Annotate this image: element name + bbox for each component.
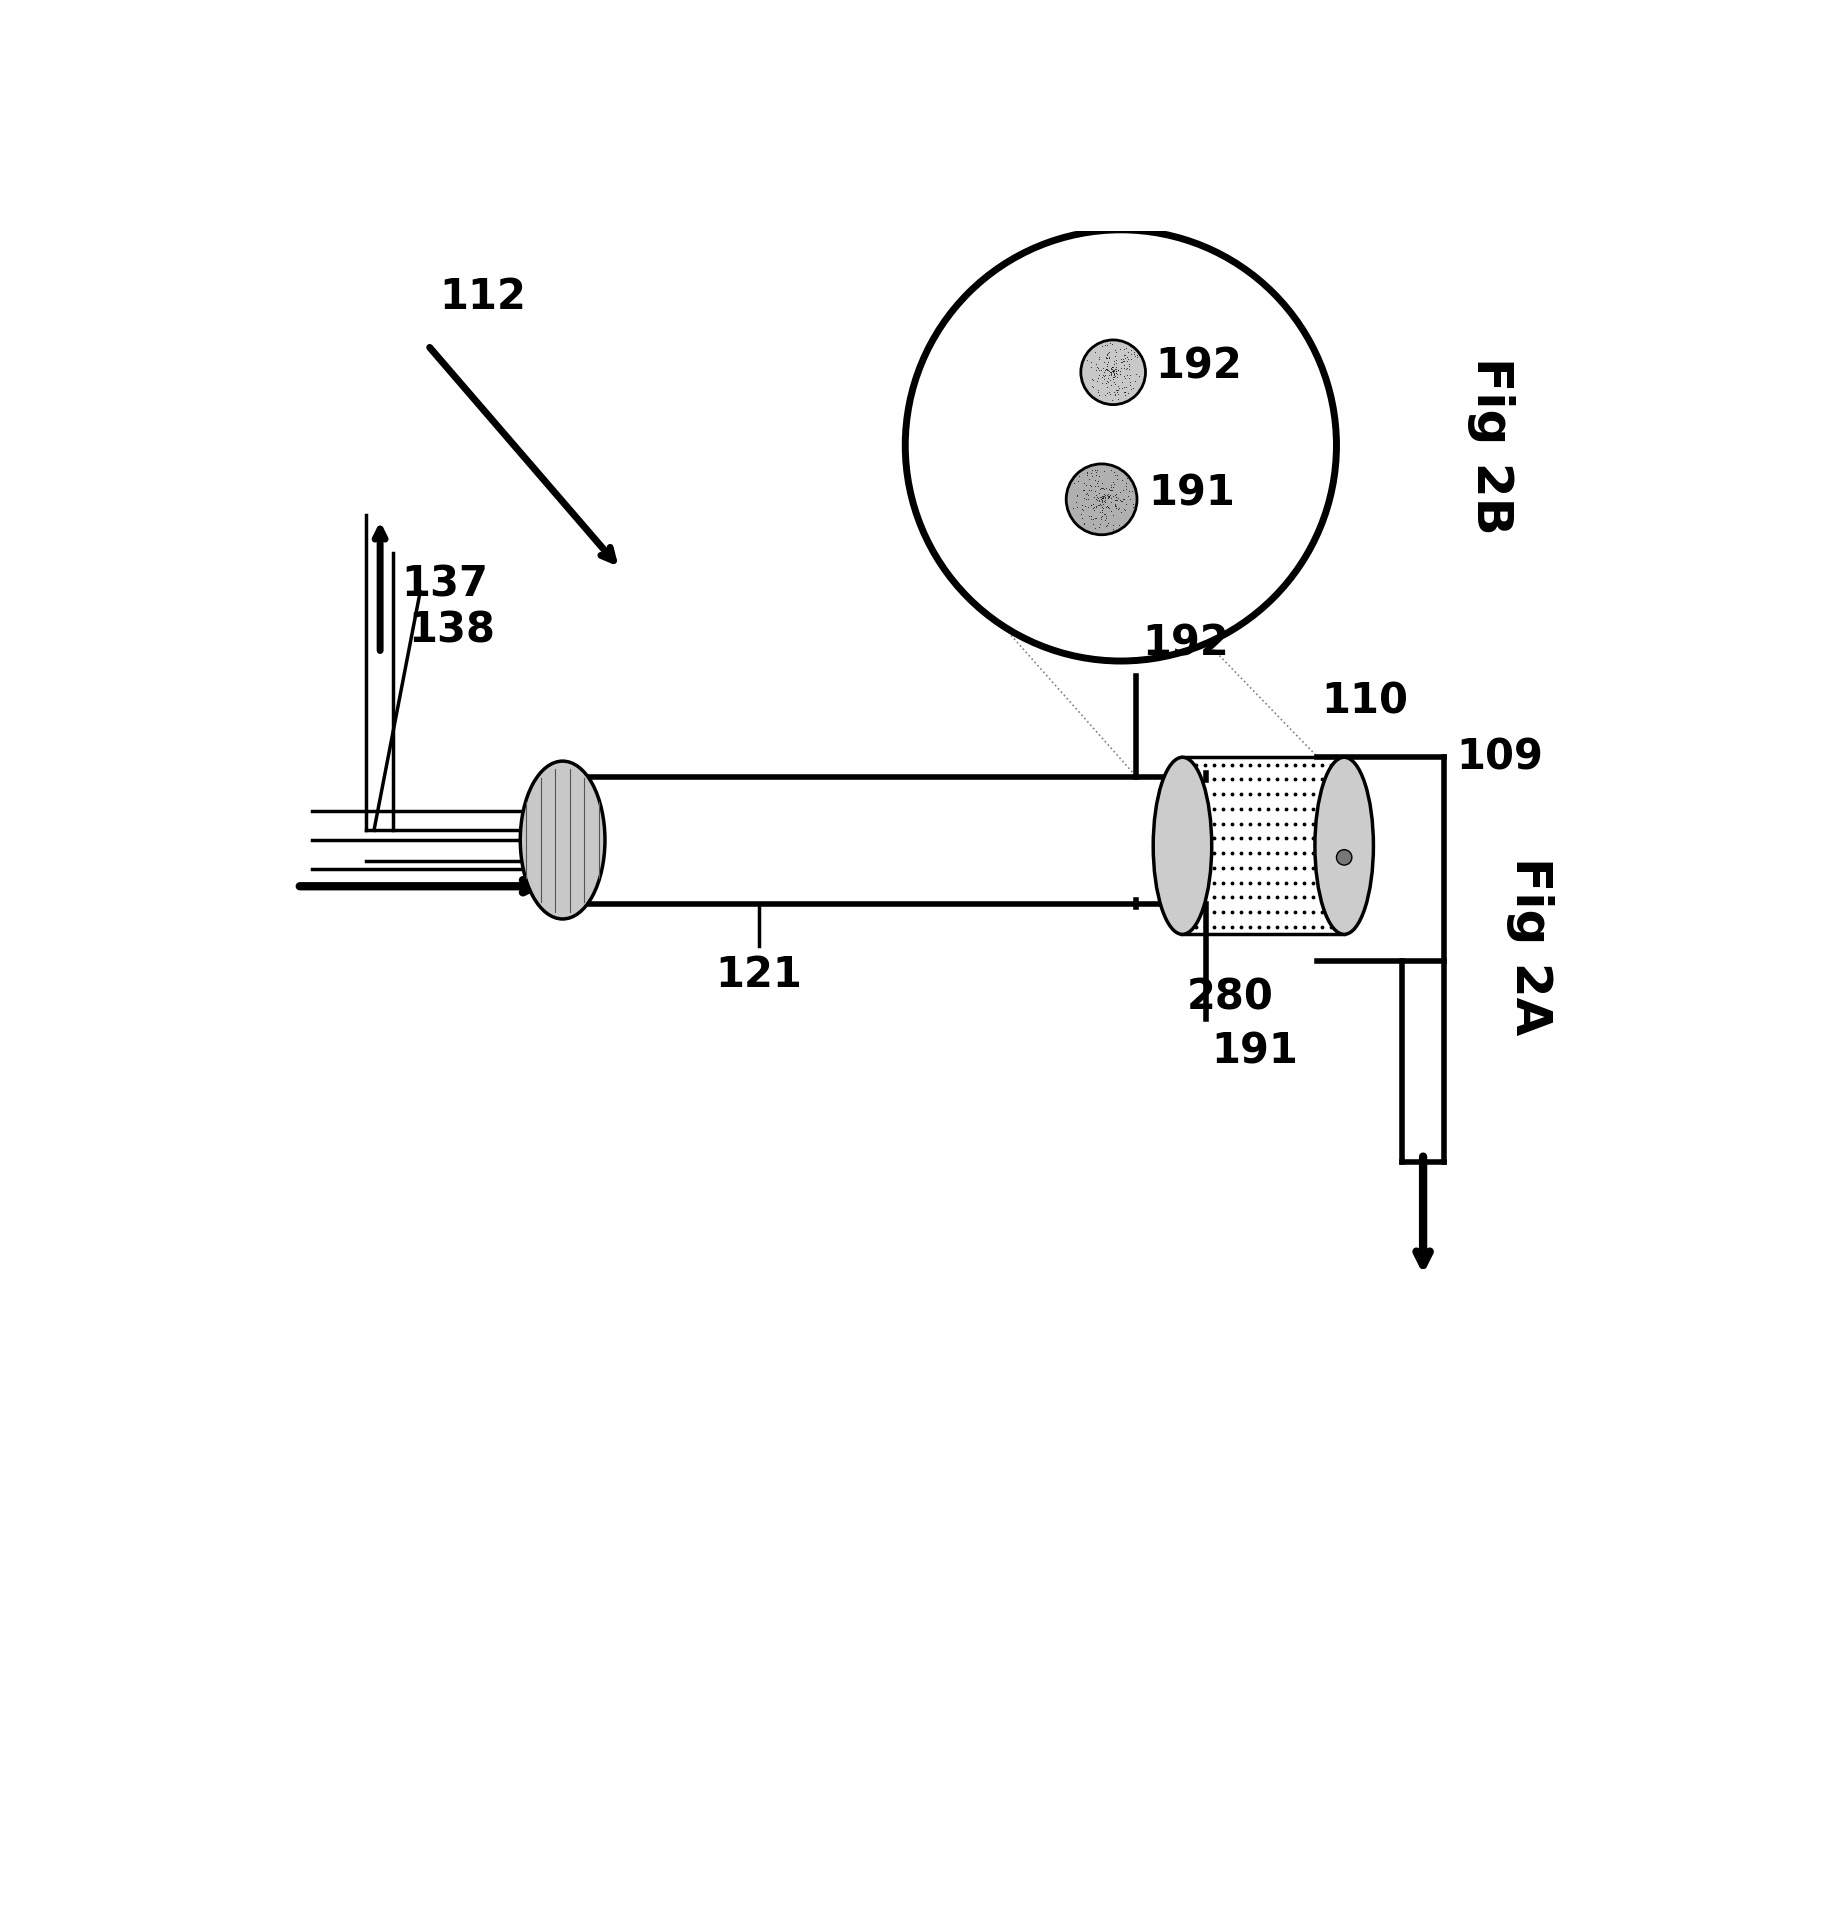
Text: 280: 280 <box>1187 977 1274 1018</box>
Text: 138: 138 <box>408 609 495 652</box>
Text: Fig 2B: Fig 2B <box>1468 357 1516 534</box>
Text: 110: 110 <box>1322 681 1408 723</box>
Ellipse shape <box>521 762 605 920</box>
Bar <box>1183 758 1344 935</box>
Ellipse shape <box>1154 758 1211 935</box>
Text: Fig 2A: Fig 2A <box>1506 856 1554 1035</box>
Text: 137: 137 <box>402 563 489 605</box>
Text: 121: 121 <box>716 954 803 995</box>
Text: 191: 191 <box>1211 1031 1298 1072</box>
Text: 191: 191 <box>1148 472 1235 515</box>
Circle shape <box>1080 339 1146 405</box>
Circle shape <box>905 229 1337 661</box>
Text: 192: 192 <box>1143 623 1229 665</box>
Text: 112: 112 <box>439 276 526 318</box>
Ellipse shape <box>1314 758 1373 935</box>
Circle shape <box>1067 465 1137 534</box>
Text: 192: 192 <box>1156 345 1242 388</box>
Circle shape <box>1337 850 1351 866</box>
Text: 109: 109 <box>1456 736 1543 779</box>
